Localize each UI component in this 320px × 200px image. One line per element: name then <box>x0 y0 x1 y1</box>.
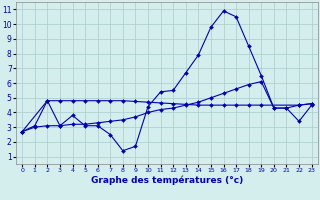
X-axis label: Graphe des températures (°c): Graphe des températures (°c) <box>91 176 243 185</box>
